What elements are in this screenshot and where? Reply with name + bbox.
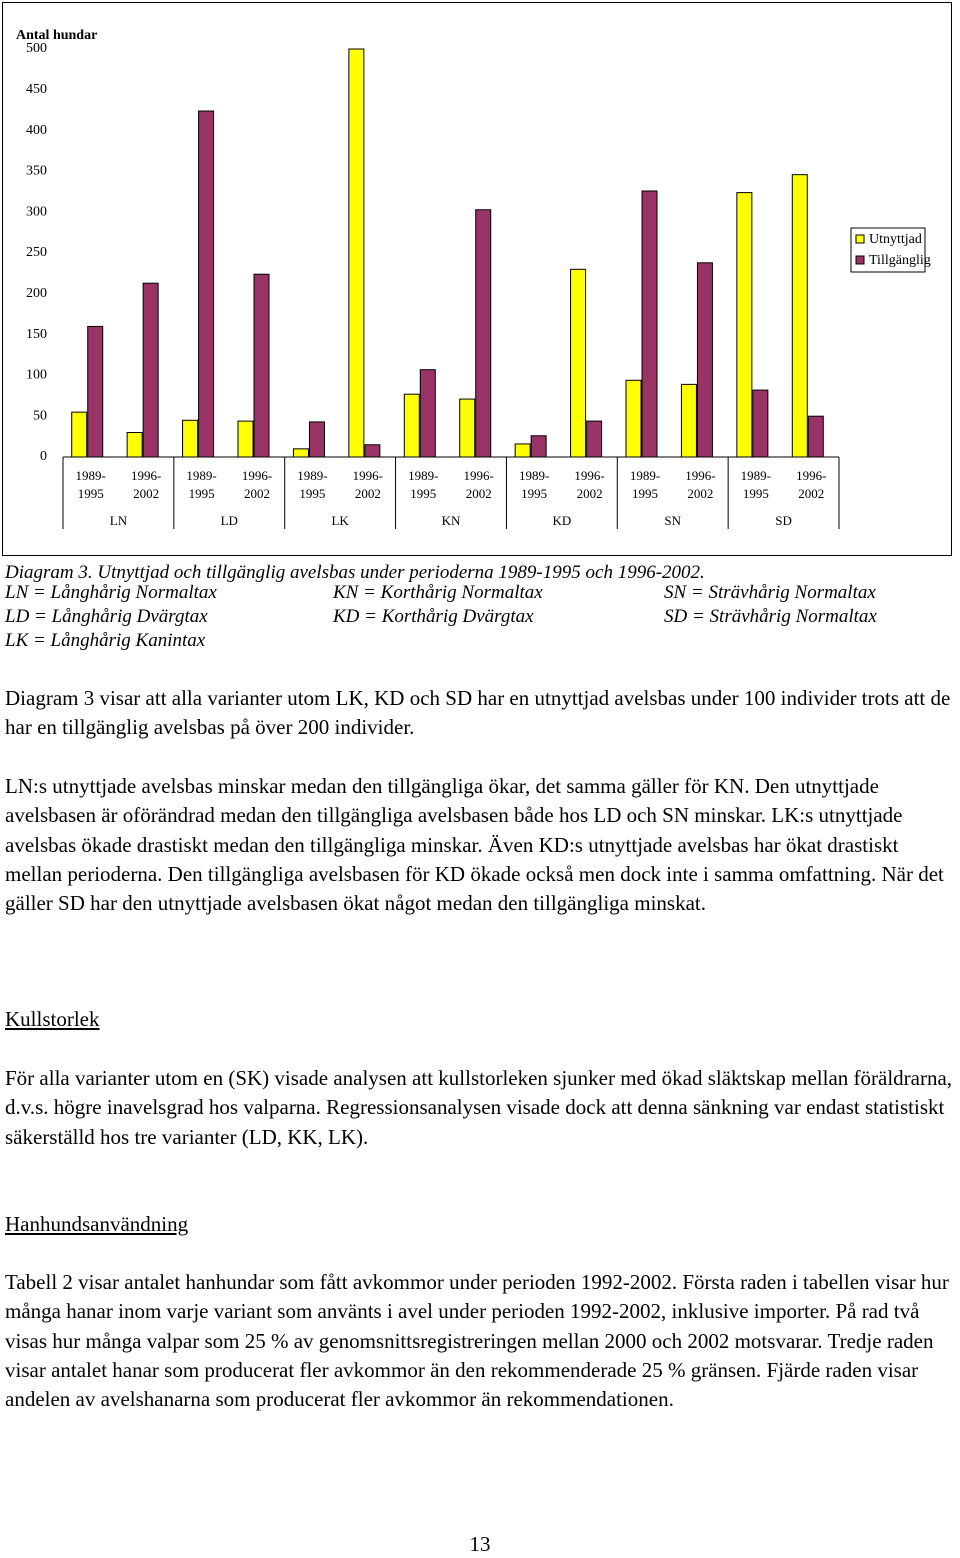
abbreviation: SD = Strävhårig Normaltax xyxy=(664,606,877,627)
bar xyxy=(292,448,309,458)
y-tick-label: 450 xyxy=(26,82,47,97)
bar xyxy=(419,369,436,458)
x-tick-label: 1996-2002 xyxy=(130,468,162,501)
bar xyxy=(253,273,270,458)
bar xyxy=(752,389,769,458)
x-tick-label: 1989-1995 xyxy=(518,468,550,501)
x-tick-label: 1996-2002 xyxy=(463,468,494,501)
bar xyxy=(807,415,824,458)
paragraph: För alla varianter utom en (SK) visade a… xyxy=(5,1066,953,1149)
x-tick-label: 1989-1995 xyxy=(629,468,661,501)
y-tick-label: 500 xyxy=(26,41,47,56)
legend-swatch xyxy=(855,255,865,265)
y-tick-label: 400 xyxy=(26,123,47,138)
x-tick-label: 1996-2002 xyxy=(241,468,273,501)
group-label: KN xyxy=(441,513,461,528)
y-tick-label: 250 xyxy=(26,245,47,260)
x-tick-label: 1996-2002 xyxy=(685,468,716,501)
bar xyxy=(791,174,808,458)
bar xyxy=(641,190,658,458)
caption: Diagram 3. Utnyttjad och tillgänglig ave… xyxy=(5,562,705,583)
heading: Kullstorlek xyxy=(5,1007,100,1031)
chart-svg: Antal hundar 0 50 100 150 200 250 300 350 400 450… xyxy=(16,28,931,529)
bar xyxy=(570,268,587,458)
bar xyxy=(475,209,492,458)
bar xyxy=(403,393,420,458)
abbreviation: LK = Långhårig Kanintax xyxy=(5,630,206,651)
paragraph: Tabell 2 visar antalet hanhundar som fåt… xyxy=(5,1270,949,1412)
bar xyxy=(182,419,199,458)
bar xyxy=(308,421,325,458)
group-label: LD xyxy=(220,513,238,528)
bar xyxy=(198,110,215,458)
group-label: LK xyxy=(331,513,349,528)
y-axis-title: Antal hundar xyxy=(16,28,97,43)
y-tick-label: 200 xyxy=(26,286,47,301)
group-label: KD xyxy=(552,513,572,528)
y-tick-label: 0 xyxy=(40,449,47,464)
x-tick-label: 1989-1995 xyxy=(75,468,106,501)
bar xyxy=(514,443,531,458)
bar xyxy=(459,398,476,458)
bar xyxy=(586,420,603,458)
bar xyxy=(530,435,547,458)
abbreviation: LD = Långhårig Dvärgtax xyxy=(5,606,208,627)
paragraph: LN:s utnyttjade avelsbas minskar medan d… xyxy=(5,774,944,916)
y-tick-label: 350 xyxy=(26,164,47,179)
legend-swatch xyxy=(855,234,865,244)
x-tick-label: 1989-1995 xyxy=(186,468,217,501)
x-tick-label: 1996-2002 xyxy=(796,468,827,501)
bar xyxy=(736,192,753,458)
heading: Hanhundsanvändning xyxy=(5,1212,189,1236)
x-tick-label: 1989-1995 xyxy=(297,468,328,501)
legend-label: Tillgänglig xyxy=(869,253,931,268)
chart: Antal hundar 0 50 100 150 200 250 300 350 400 450… xyxy=(2,2,952,556)
abbreviation: LN = Långhårig Normaltax xyxy=(5,582,217,603)
bar xyxy=(348,48,365,458)
paragraph: Diagram 3 visar att alla varianter utom … xyxy=(5,686,951,740)
group-label: SD xyxy=(775,513,792,528)
group-label: SN xyxy=(664,513,682,528)
bar xyxy=(71,411,88,458)
abbreviation: KN = Korthårig Normaltax xyxy=(333,582,543,603)
x-tick-label: 1996-2002 xyxy=(574,468,605,501)
bar xyxy=(680,383,697,458)
y-tick-label: 50 xyxy=(33,408,47,423)
y-tick-label: 150 xyxy=(26,327,47,342)
x-tick-label: 1989-1995 xyxy=(408,468,439,501)
bar xyxy=(625,379,642,458)
page-number: 13 xyxy=(469,1532,491,1556)
y-tick-label: 300 xyxy=(26,204,47,219)
bar xyxy=(364,444,381,458)
bar xyxy=(696,262,713,458)
x-tick-label: 1996-2002 xyxy=(352,468,384,501)
bar xyxy=(142,282,159,458)
bar xyxy=(237,420,254,458)
bar xyxy=(87,325,104,458)
group-label: LN xyxy=(109,513,128,528)
abbreviation: SN = Strävhårig Normaltax xyxy=(664,582,876,603)
legend-label: Utnyttjad xyxy=(869,232,922,247)
bar xyxy=(126,432,143,458)
y-tick-label: 100 xyxy=(26,368,47,383)
abbreviation: KD = Korthårig Dvärgtax xyxy=(333,606,534,627)
x-tick-label: 1989-1995 xyxy=(740,468,772,501)
